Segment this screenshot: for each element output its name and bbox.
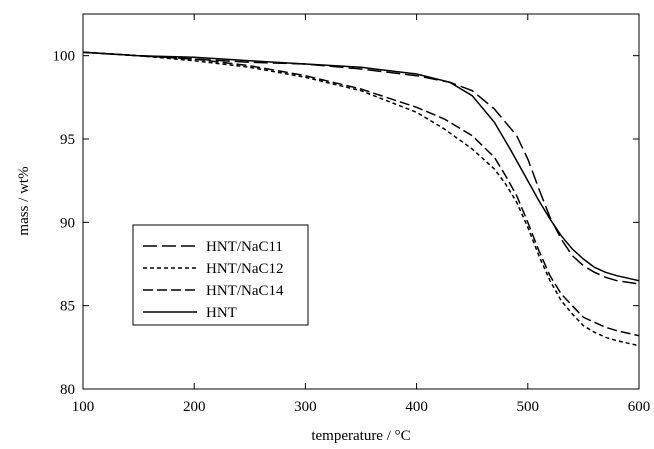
y-tick-label: 100 — [53, 49, 76, 65]
ticks-layer: 100 200 300 400 500 600 80 85 90 95 100 — [53, 14, 651, 415]
plot-frame — [82, 13, 640, 390]
x-axis-title: temperature / °C — [311, 428, 410, 444]
legend: HNT/NaC11 HNT/NaC12 HNT/NaC14 HNT — [132, 224, 309, 326]
legend-label: HNT — [206, 305, 237, 321]
series-line-hnt-nac14 — [82, 51, 640, 337]
x-tick-label: 300 — [294, 399, 317, 415]
y-axis-title: mass / wt% — [16, 166, 32, 235]
legend-label: HNT/NaC14 — [206, 283, 284, 299]
legend-box — [132, 224, 309, 326]
series-line-hnt-nac12 — [82, 51, 640, 347]
legend-label: HNT/NaC12 — [206, 261, 284, 277]
x-tick-label: 600 — [628, 399, 651, 415]
y-tick-label: 95 — [60, 132, 75, 148]
y-tick-label: 90 — [60, 215, 75, 231]
y-tick-label: 80 — [60, 382, 75, 398]
series-layer — [82, 51, 640, 347]
x-tick-label: 100 — [72, 399, 95, 415]
legend-label: HNT/NaC11 — [206, 239, 283, 255]
x-tick-label: 400 — [405, 399, 428, 415]
x-tick-label: 500 — [517, 399, 540, 415]
series-line-hnt-nac11 — [82, 51, 640, 285]
y-tick-label: 85 — [60, 299, 75, 315]
x-tick-label: 200 — [183, 399, 206, 415]
series-line-hnt — [82, 51, 640, 282]
